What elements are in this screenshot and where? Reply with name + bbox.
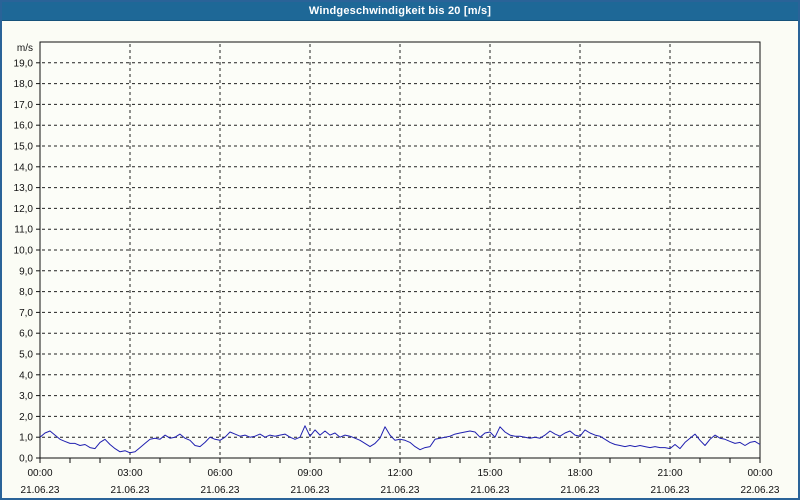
x-tick-date-label: 21.06.23 [291,485,330,496]
x-tick-time-label: 03:00 [117,468,142,479]
chart-area: 0,0 1,0 2,0 3,0 4,0 5,0 6,0 7,0 8,0 9,0 10,0 11,0 12… [2,21,798,498]
y-tick-label: 1,0 [19,433,33,444]
y-tick-label: 6,0 [19,329,33,340]
y-tick-label: 12,0 [14,204,34,215]
x-tick-date-label: 21.06.23 [381,485,420,496]
x-tick-time-label: 06:00 [207,468,232,479]
x-tick-date-label: 21.06.23 [21,485,60,496]
y-tick-label: 16,0 [14,121,34,132]
y-axis-unit-label: m/s [17,43,33,54]
x-tick-time-label: 15:00 [477,468,502,479]
y-tick-label: 5,0 [19,350,33,361]
x-tick-date-label: 21.06.23 [471,485,510,496]
x-tick-time-label: 00:00 [747,468,772,479]
x-tick-date-label: 22.06.23 [741,485,780,496]
y-tick-label: 19,0 [14,58,34,69]
x-tick-date-label: 21.06.23 [201,485,240,496]
x-tick-date-label: 21.06.23 [111,485,150,496]
y-tick-label: 10,0 [14,246,34,257]
y-tick-label: 11,0 [14,225,33,236]
x-tick-time-label: 00:00 [27,468,52,479]
y-tick-label: 15,0 [14,142,34,153]
y-tick-label: 9,0 [19,266,33,277]
x-tick-time-label: 21:00 [657,468,682,479]
wind-speed-chart: 0,0 1,0 2,0 3,0 4,0 5,0 6,0 7,0 8,0 9,0 10,0 11,0 12… [14,41,780,496]
y-tick-label: 4,0 [19,370,33,381]
y-tick-label: 17,0 [14,100,34,111]
y-tick-label: 3,0 [19,391,33,402]
wind-speed-line [39,425,761,454]
y-tick-label: 8,0 [19,287,33,298]
y-tick-label: 18,0 [14,79,34,90]
x-tick-date-label: 21.06.23 [651,485,690,496]
y-tick-label: 13,0 [14,183,34,194]
plot-border [39,41,761,459]
x-tick-time-label: 09:00 [297,468,322,479]
title-bar: Windgeschwindigkeit bis 20 [m/s] [2,2,798,21]
chart-title: Windgeschwindigkeit bis 20 [m/s] [308,5,492,17]
x-tick-time-label: 18:00 [567,468,592,479]
x-tick-time-label: 12:00 [387,468,412,479]
y-tick-label: 2,0 [19,412,33,423]
y-tick-label: 0,0 [19,454,33,465]
y-tick-label: 7,0 [19,308,33,319]
y-tick-label: 14,0 [14,162,34,173]
x-tick-date-label: 21.06.23 [561,485,600,496]
